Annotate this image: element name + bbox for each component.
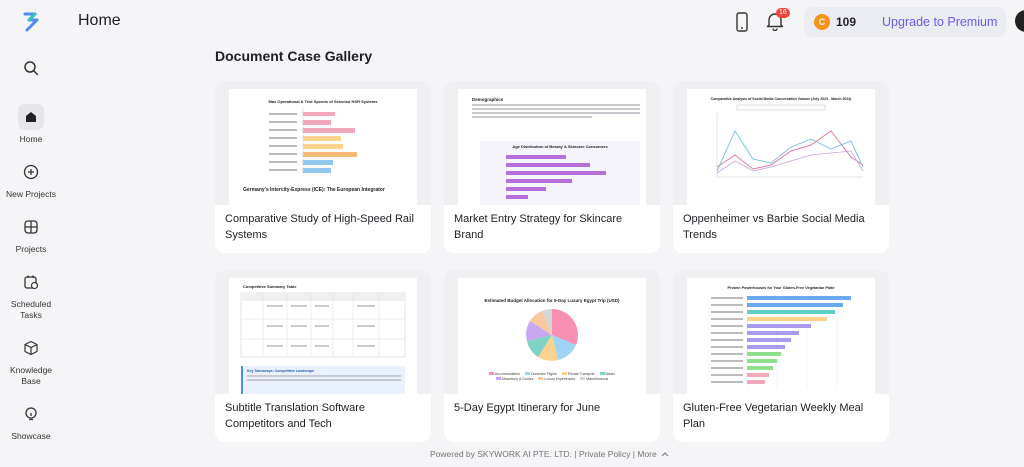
card-thumbnail: Competitive Summary Table Key Takeaways:…: [215, 270, 431, 394]
lightbulb-icon: [25, 407, 37, 421]
coin-icon: C: [814, 14, 830, 30]
search-button[interactable]: [17, 54, 45, 82]
legend-item: Miscellaneous: [580, 377, 608, 381]
notifications-button[interactable]: 16: [766, 8, 790, 33]
card-title: Subtitle Translation Software Competitor…: [225, 402, 366, 430]
grid-icon: [24, 220, 38, 234]
legend-item: Attractions & Guides: [495, 377, 533, 381]
mobile-phone-icon[interactable]: [735, 12, 749, 32]
legend-item: Domestic Flights: [525, 372, 557, 376]
case-card[interactable]: Max Operational & Test Speeds of Selecte…: [215, 81, 431, 253]
card-thumbnail: Estimated Budget Allocation for 5-Day Lu…: [444, 270, 660, 394]
plus-circle-icon: [23, 164, 39, 180]
protein-bar-chart: [711, 294, 851, 388]
thumbnail-title: Demographics: [472, 97, 504, 102]
credits-panel: C 109 Upgrade to Premium: [804, 7, 1006, 37]
thumbnail-title: Comparative Analysis of Social Media Con…: [710, 97, 852, 101]
cube-icon: [24, 340, 38, 356]
case-card[interactable]: Competitive Summary Table Key Takeaways:…: [215, 270, 431, 442]
legend-item: Accommodation: [489, 372, 520, 376]
sidebar-item-projects[interactable]: Projects: [0, 214, 62, 255]
search-icon: [24, 61, 39, 76]
skywork-logo[interactable]: [19, 10, 43, 34]
key-takeaways-box: Key Takeaways: Competitive Landscape: [241, 366, 405, 394]
sidebar-item-home[interactable]: Home: [0, 104, 62, 145]
pie-legend: Accommodation Domestic Flights Private T…: [458, 370, 646, 381]
sidebar-item-label: Projects: [15, 244, 47, 254]
card-thumbnail: Protein Powerhouses for Your Gluten-Free…: [673, 270, 889, 394]
sidebar-item-label: Knowledge Base: [9, 365, 53, 386]
legend-item: Private Transport: [561, 372, 595, 376]
summary-table: [240, 292, 406, 358]
sidebar-item-knowledge-base[interactable]: Knowledge Base: [0, 335, 62, 387]
budget-pie-chart: [526, 309, 578, 361]
case-card[interactable]: Protein Powerhouses for Your Gluten-Free…: [673, 270, 889, 442]
gallery-title: Document Case Gallery: [215, 48, 373, 64]
sidebar-item-showcase[interactable]: Showcase: [0, 401, 62, 442]
credits-count: 109: [836, 15, 857, 29]
thumbnail-caption: Key Takeaways: Competitive Landscape: [247, 369, 315, 373]
sidebar-item-scheduled-tasks[interactable]: Scheduled Tasks: [0, 269, 62, 321]
sidebar-item-label: Showcase: [11, 431, 51, 441]
thumbnail-title: Protein Powerhouses for Your Gluten-Free…: [727, 286, 835, 290]
legend-item: Meals: [599, 372, 615, 376]
footer-text: Powered by SKYWORK AI PTE. LTD. | Privat…: [430, 449, 657, 459]
sidebar-item-new-projects[interactable]: New Projects: [0, 159, 62, 200]
hsr-bar-chart: [269, 108, 357, 176]
thumbnail-caption: Age Distribution of Beauty & Skincare Co…: [512, 144, 608, 149]
case-card[interactable]: Estimated Budget Allocation for 5-Day Lu…: [444, 270, 660, 442]
thumbnail-caption: Germany's Intercity-Express (ICE): The E…: [243, 187, 385, 193]
sidebar-item-label: Scheduled Tasks: [10, 299, 52, 320]
thumbnail-title: Competitive Summary Table: [243, 284, 297, 289]
card-title: 5-Day Egypt Itinerary for June: [454, 402, 601, 414]
card-thumbnail: Max Operational & Test Speeds of Selecte…: [215, 81, 431, 205]
sidebar-item-label: Home: [19, 134, 43, 144]
case-card[interactable]: Demographics Age Distribution of Beauty …: [444, 81, 660, 253]
thumbnail-title: Max Operational & Test Speeds of Selecte…: [268, 99, 378, 104]
card-title: Oppenheimer vs Barbie Social Media Trend…: [683, 213, 865, 241]
top-header: Home 16 C 109 Upgrade to Premium: [62, 0, 1024, 44]
thumbnail-title: Estimated Budget Allocation for 5-Day Lu…: [484, 298, 620, 303]
home-icon: [26, 112, 36, 122]
card-title: Comparative Study of High-Speed Rail Sys…: [225, 213, 414, 241]
card-title: Market Entry Strategy for Skincare Brand: [454, 213, 623, 241]
card-thumbnail: Comparative Analysis of Social Media Con…: [673, 81, 889, 205]
card-title: Gluten-Free Vegetarian Weekly Meal Plan: [683, 402, 864, 430]
calendar-clock-icon: [24, 275, 39, 290]
avatar[interactable]: [1015, 10, 1024, 32]
case-card[interactable]: Comparative Analysis of Social Media Con…: [673, 81, 889, 253]
sidebar: Home New Projects Projects Scheduled Tas…: [0, 0, 62, 467]
legend-item: Luxury Experiences: [538, 377, 575, 381]
chevron-up-icon[interactable]: [661, 451, 669, 457]
age-bar-chart: [506, 155, 606, 199]
sidebar-item-label: New Projects: [5, 189, 57, 199]
social-line-chart: [716, 104, 864, 178]
page-title: Home: [78, 12, 121, 29]
upgrade-button[interactable]: Upgrade to Premium: [882, 15, 998, 29]
footer: Powered by SKYWORK AI PTE. LTD. | Privat…: [430, 449, 669, 459]
card-thumbnail: Demographics Age Distribution of Beauty …: [444, 81, 660, 205]
notification-badge: 16: [776, 8, 790, 18]
